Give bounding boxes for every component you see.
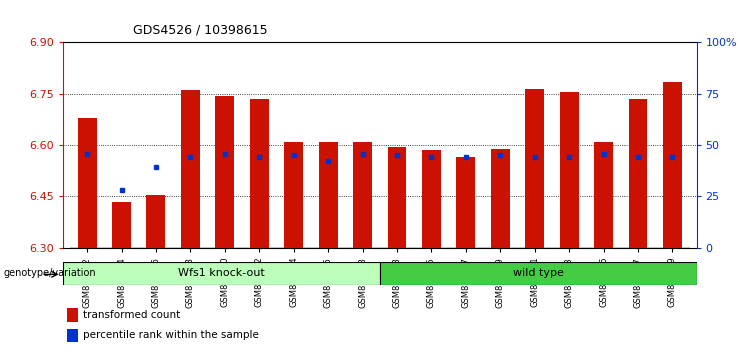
Text: Wfs1 knock-out: Wfs1 knock-out <box>178 268 265 279</box>
Bar <box>353 142 372 248</box>
Bar <box>112 202 131 248</box>
Bar <box>216 96 234 248</box>
FancyBboxPatch shape <box>63 262 379 285</box>
Bar <box>594 142 613 248</box>
Bar <box>388 147 407 248</box>
Text: percentile rank within the sample: percentile rank within the sample <box>83 330 259 341</box>
Bar <box>250 99 269 248</box>
Bar <box>559 92 579 248</box>
Text: wild type: wild type <box>513 268 564 279</box>
Bar <box>491 149 510 248</box>
Bar <box>525 89 544 248</box>
FancyBboxPatch shape <box>379 262 697 285</box>
Bar <box>181 90 200 248</box>
Bar <box>147 195 165 248</box>
Text: transformed count: transformed count <box>83 310 181 320</box>
Bar <box>78 118 96 248</box>
Bar <box>285 142 303 248</box>
Bar <box>628 99 648 248</box>
Text: GDS4526 / 10398615: GDS4526 / 10398615 <box>133 23 268 36</box>
Bar <box>456 157 475 248</box>
Bar <box>319 142 338 248</box>
Bar <box>67 329 78 342</box>
Bar <box>422 150 441 248</box>
Bar <box>663 82 682 248</box>
Bar <box>67 308 78 321</box>
Text: genotype/variation: genotype/variation <box>4 268 96 278</box>
